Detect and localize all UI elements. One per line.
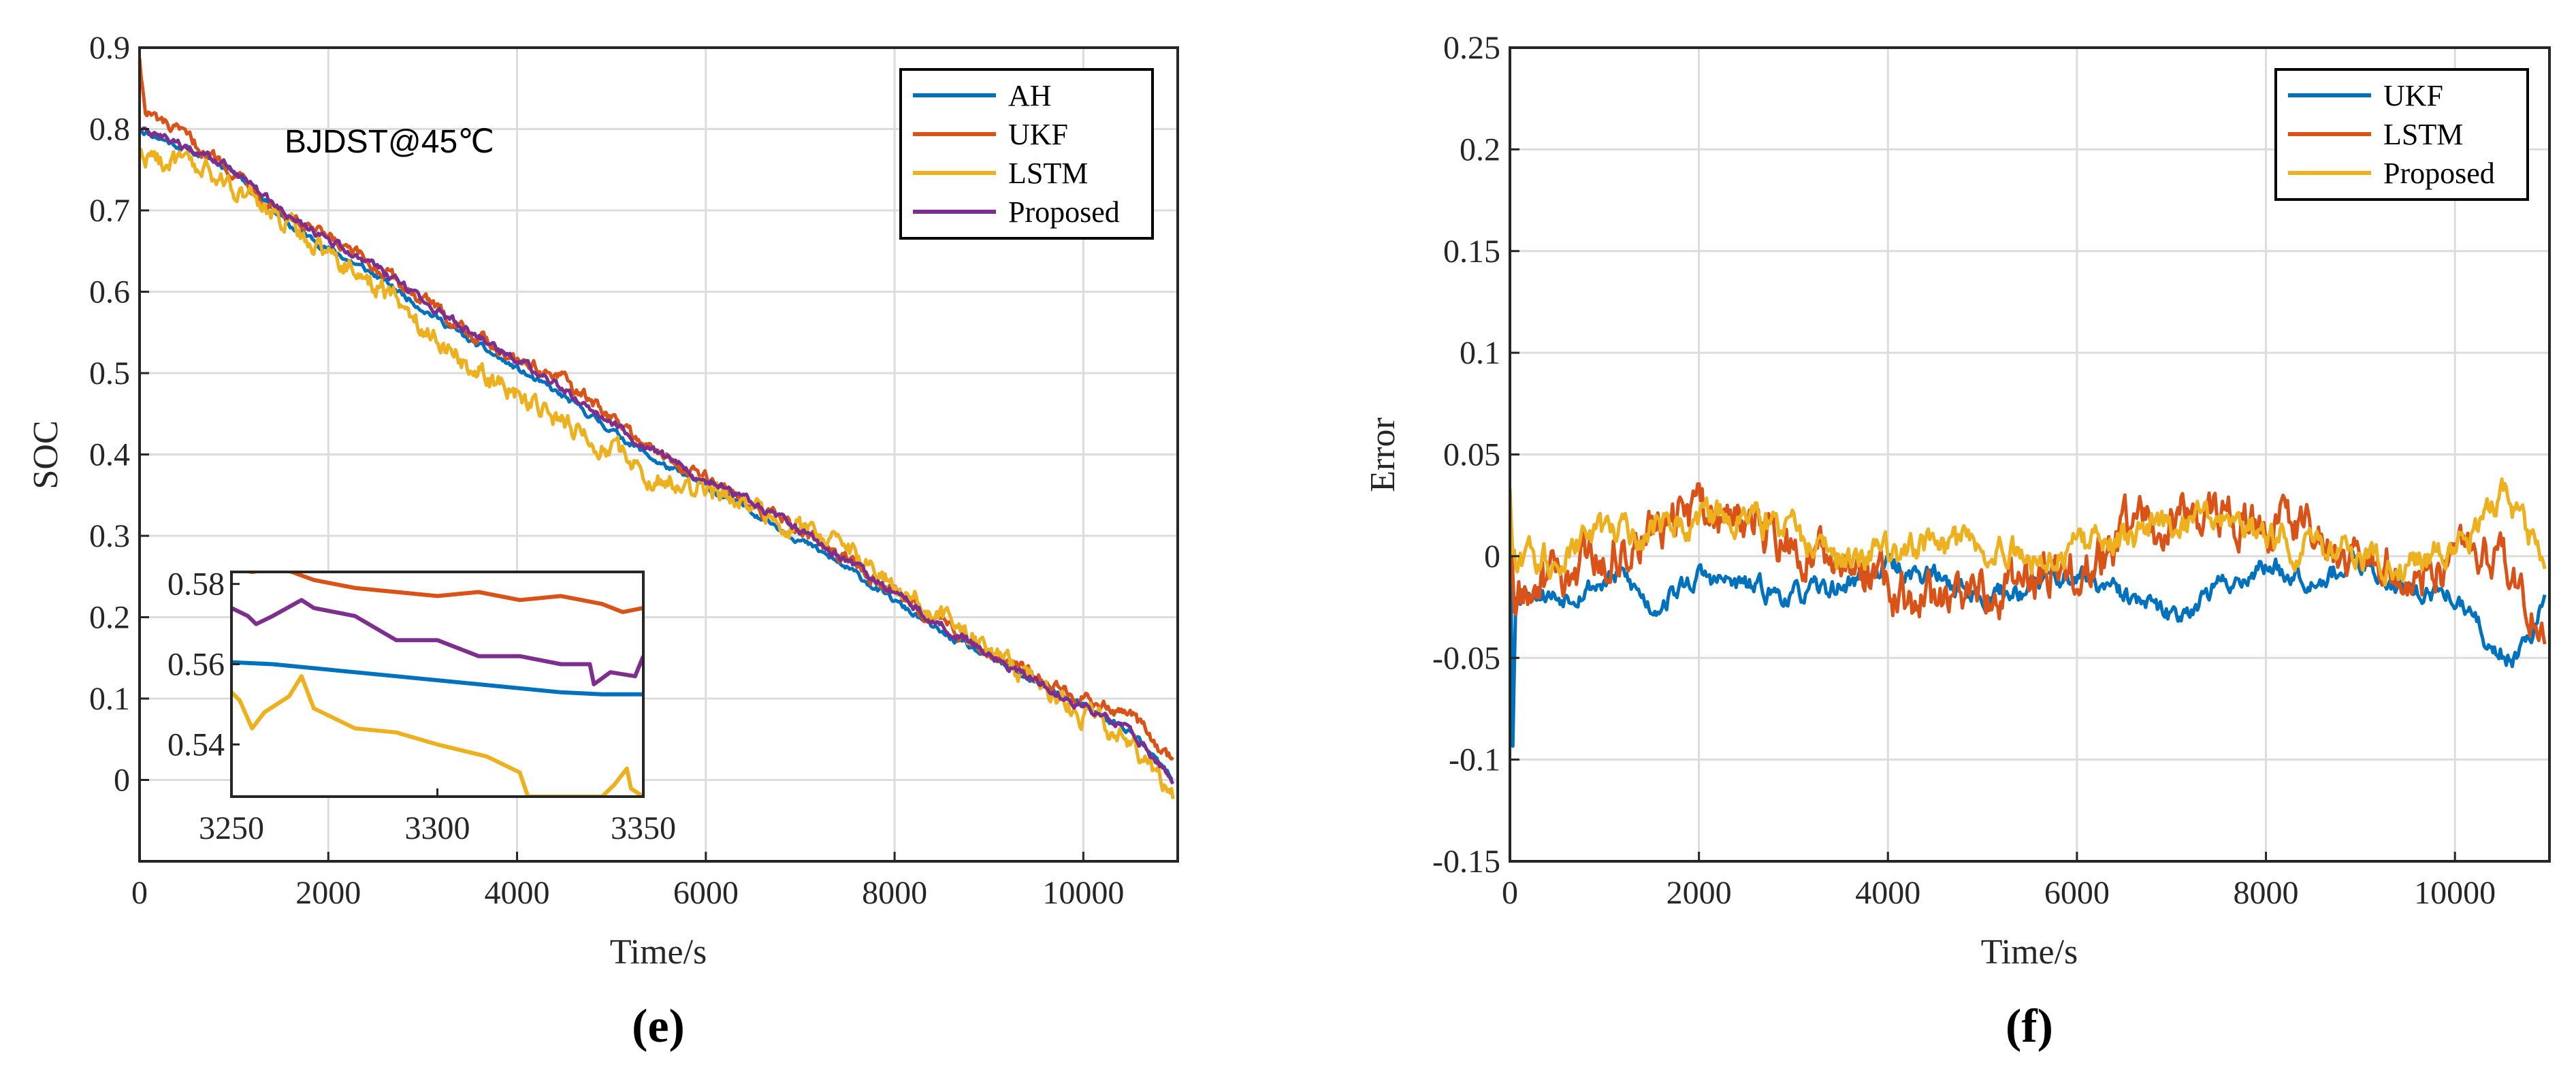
chart-error-xlabel: Time/s — [1981, 933, 2078, 972]
chart-soc-xlabel: Time/s — [610, 933, 707, 972]
y-tick-label: -0.15 — [1432, 844, 1500, 880]
x-tick-label: 2000 — [1667, 875, 1732, 911]
inset-series-group — [231, 572, 643, 797]
panel-label-f: (f) — [2006, 1000, 2053, 1053]
y-tick-label: 0 — [114, 763, 130, 799]
y-tick-label: 0.25 — [1443, 30, 1500, 66]
chart-soc-panel: 0 2000 4000 6000 8000 10000 0 0.1 0.2 0.3 0.4 0.5 0.… — [27, 30, 1179, 1053]
chart-soc-legend: AH UKF LSTM Proposed — [899, 68, 1154, 240]
y-tick-label: 0.1 — [1460, 335, 1500, 371]
chart-soc-lines — [140, 57, 1175, 799]
chart-error-ylabel: Error — [1364, 417, 1402, 492]
inset-y-tick-label: 0.56 — [167, 647, 225, 683]
y-tick-label: -0.1 — [1449, 742, 1500, 778]
y-tick-label: 0.5 — [89, 355, 130, 391]
legend-label-ukf: UKF — [1008, 118, 1068, 151]
y-tick-label: 0.3 — [89, 518, 130, 554]
y-tick-label: 0.2 — [89, 600, 130, 636]
x-tick-label: 4000 — [1855, 875, 1920, 911]
inset-line-proposed — [231, 598, 643, 686]
inset-line-ah — [231, 660, 643, 697]
x-tick-label: 6000 — [673, 875, 739, 911]
legend-label-lstm: LSTM — [2383, 118, 2463, 151]
legend-label-proposed: Proposed — [1008, 195, 1120, 229]
series-line-proposed — [1510, 477, 2547, 587]
inset-x-tick-label: 3350 — [611, 810, 676, 846]
y-tick-label: 0.15 — [1443, 234, 1500, 270]
y-tick-label: 0 — [1484, 539, 1500, 575]
y-tick-label: 0.1 — [89, 681, 130, 717]
legend-label-proposed: Proposed — [2383, 157, 2495, 190]
series-line-proposed — [140, 126, 1175, 785]
x-tick-label: 8000 — [862, 875, 927, 911]
chart-error-legend: UKF LSTM Proposed — [2274, 68, 2529, 201]
x-tick-label: 0 — [131, 875, 148, 911]
x-tick-label: 4000 — [485, 875, 550, 911]
y-tick-label: 0.7 — [89, 193, 130, 229]
x-tick-label: 6000 — [2044, 875, 2110, 911]
inset-x-tick-label: 3300 — [405, 810, 470, 846]
inset-x-tick-label: 3250 — [199, 810, 264, 846]
y-tick-label: 0.6 — [89, 274, 130, 310]
chart-error-ticks: 0 2000 4000 6000 8000 10000 -0.15 -0.1 -0.05 0 0.0… — [1432, 30, 2496, 911]
panel-label-e: (e) — [632, 1000, 685, 1053]
y-tick-label: -0.05 — [1432, 640, 1500, 676]
inset-frame — [230, 571, 645, 798]
chart-soc-inset: 3250 3300 3350 0.54 0.56 0.58 — [167, 566, 676, 846]
y-tick-label: 0.05 — [1443, 437, 1500, 473]
inset-line-lstm — [231, 674, 643, 797]
chart-error-panel: 0 2000 4000 6000 8000 10000 -0.15 -0.1 -0.05 0 0.0… — [1364, 30, 2551, 1053]
inset-y-tick-label: 0.58 — [167, 566, 225, 603]
y-tick-label: 0.8 — [89, 112, 130, 148]
x-tick-label: 10000 — [2414, 875, 2496, 911]
chart-soc-annotation: BJDST@45℃ — [285, 124, 494, 160]
y-tick-label: 0.4 — [89, 437, 130, 473]
series-line-lstm — [140, 148, 1175, 799]
inset-y-tick-label: 0.54 — [167, 726, 225, 763]
chart-soc-ylabel: SOC — [27, 420, 65, 489]
legend-label-ah: AH — [1008, 79, 1052, 112]
x-tick-label: 8000 — [2234, 875, 2299, 911]
chart-soc-ticks: 0 2000 4000 6000 8000 10000 0 0.1 0.2 0.3 0.4 0.5 0.… — [89, 30, 1124, 911]
series-group — [1510, 477, 2547, 748]
chart-error-lines — [1510, 477, 2547, 748]
x-tick-label: 2000 — [295, 875, 361, 911]
legend-label-ukf: UKF — [2383, 79, 2443, 112]
y-tick-label: 0.9 — [89, 30, 130, 66]
x-tick-label: 0 — [1502, 875, 1518, 911]
y-tick-label: 0.2 — [1460, 131, 1500, 167]
x-tick-label: 10000 — [1042, 875, 1124, 911]
series-group — [140, 57, 1175, 799]
inset-line-ukf — [241, 572, 643, 614]
legend-label-lstm: LSTM — [1008, 157, 1088, 190]
inset-background — [231, 572, 643, 797]
